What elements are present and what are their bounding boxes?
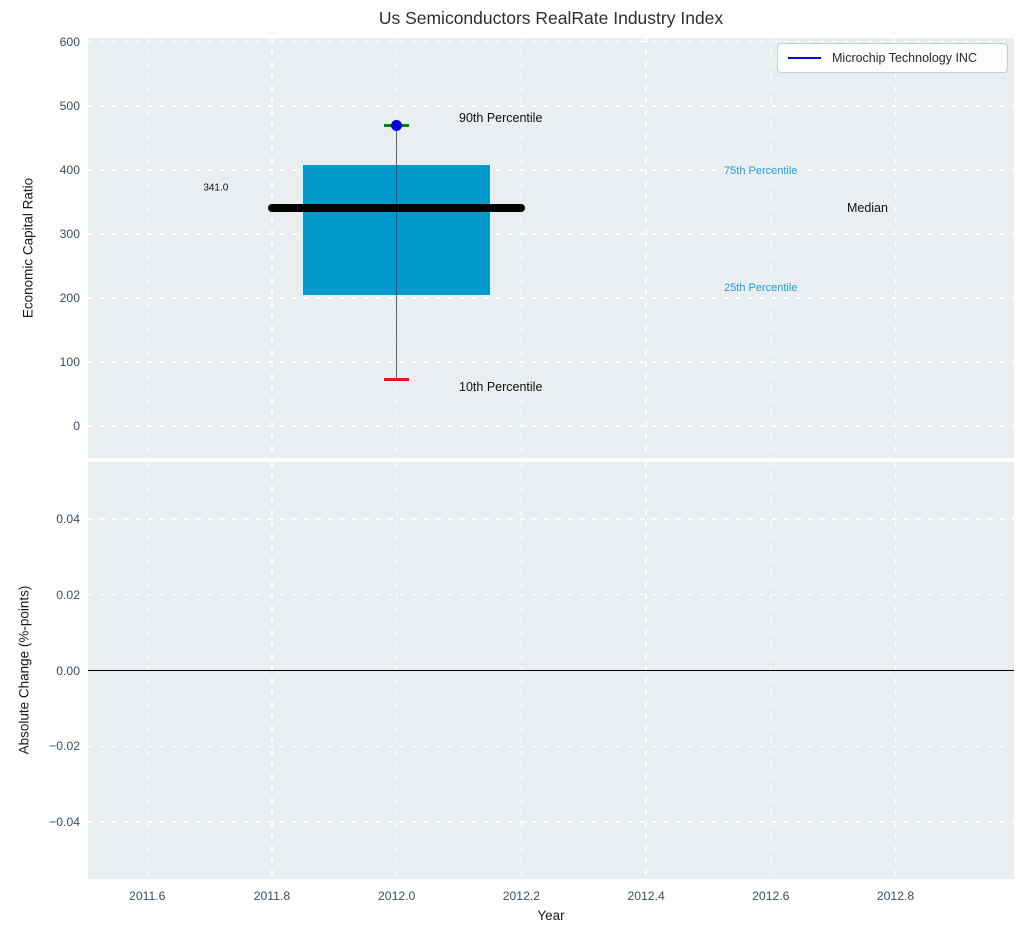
top-y-axis-label: Economic Capital Ratio xyxy=(20,177,36,319)
zero-line xyxy=(88,669,1014,672)
grid-line-horizontal xyxy=(88,425,1014,427)
grid-line-horizontal xyxy=(88,361,1014,363)
grid-line-vertical xyxy=(146,38,148,458)
x-tick-label: 2012.4 xyxy=(627,889,665,903)
y-tick-label: 200 xyxy=(59,290,80,305)
grid-line-vertical xyxy=(770,38,772,458)
whisker-line xyxy=(395,125,398,380)
grid-line-vertical xyxy=(645,38,647,458)
y-tick-label: 100 xyxy=(59,354,80,369)
annotation-p10-label: 10th Percentile xyxy=(459,379,543,394)
grid-line-horizontal xyxy=(88,169,1014,171)
grid-line-horizontal xyxy=(88,233,1014,235)
company-marker-dot xyxy=(391,119,403,131)
chart-title: Us Semiconductors RealRate Industry Inde… xyxy=(378,8,724,28)
annotation-p90-label: 90th Percentile xyxy=(459,111,543,126)
annotation-median-label: Median xyxy=(846,200,888,215)
grid-line-horizontal xyxy=(88,821,1014,823)
bottom-y-axis-label: Absolute Change (%-points) xyxy=(16,585,32,755)
p10-whisker-cap xyxy=(384,377,410,381)
y-tick-label: 600 xyxy=(59,34,80,49)
y-tick-label: 0.00 xyxy=(56,663,80,678)
y-tick-label: 300 xyxy=(59,226,80,241)
grid-line-vertical xyxy=(271,38,273,458)
grid-line-horizontal xyxy=(88,41,1014,43)
legend: Microchip Technology INC xyxy=(777,43,1008,73)
x-tick-label: 2012.8 xyxy=(876,889,915,903)
legend-label: Microchip Technology INC xyxy=(832,51,977,65)
annotation-p75-label: 75th Percentile xyxy=(724,165,798,178)
y-tick-label: 0.04 xyxy=(56,511,80,526)
x-axis-label: Year xyxy=(537,908,565,923)
grid-line-vertical xyxy=(894,38,897,458)
legend-line-sample-icon xyxy=(788,57,821,59)
y-tick-label: 400 xyxy=(59,162,80,177)
x-tick-label: 2011.6 xyxy=(129,889,166,903)
annotation-median-value-label: 341.0 xyxy=(203,182,229,194)
x-tick-label: 2012.0 xyxy=(378,889,416,903)
grid-line-horizontal xyxy=(88,594,1014,596)
grid-line-horizontal xyxy=(88,745,1014,747)
median-line xyxy=(267,203,526,212)
y-tick-label: −0.04 xyxy=(49,815,80,830)
x-tick-label: 2012.6 xyxy=(752,889,790,903)
x-tick-label: 2011.8 xyxy=(253,889,291,903)
grid-line-horizontal xyxy=(88,297,1014,299)
grid-line-horizontal xyxy=(88,105,1014,107)
top-axes xyxy=(88,38,1014,458)
y-tick-label: 500 xyxy=(59,98,80,113)
y-tick-label: 0 xyxy=(73,418,80,433)
y-tick-label: 0.02 xyxy=(56,587,80,602)
annotation-p25-label: 25th Percentile xyxy=(724,281,798,294)
x-tick-label: 2012.2 xyxy=(502,889,541,903)
grid-line-horizontal xyxy=(88,518,1014,520)
y-tick-label: −0.02 xyxy=(49,739,80,754)
grid-line-vertical xyxy=(520,38,523,458)
